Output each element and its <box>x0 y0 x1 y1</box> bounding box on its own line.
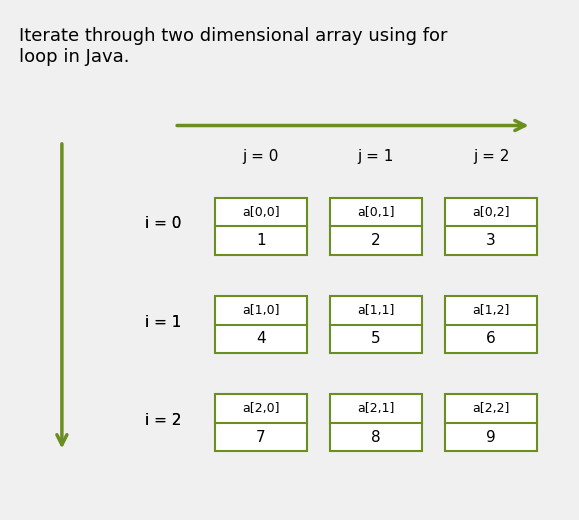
Text: 9: 9 <box>486 430 496 445</box>
FancyBboxPatch shape <box>330 198 422 255</box>
Text: a[0,1]: a[0,1] <box>357 205 395 218</box>
Text: i = 1: i = 1 <box>145 315 181 330</box>
Text: 5: 5 <box>371 331 381 346</box>
Text: a[1,0]: a[1,0] <box>242 304 280 317</box>
Text: 7: 7 <box>256 430 266 445</box>
FancyBboxPatch shape <box>445 198 537 255</box>
FancyBboxPatch shape <box>215 395 307 451</box>
FancyBboxPatch shape <box>215 198 307 255</box>
FancyBboxPatch shape <box>445 395 537 451</box>
Text: 4: 4 <box>256 331 266 346</box>
Text: j = 1: j = 1 <box>358 149 394 164</box>
Text: a[1,2]: a[1,2] <box>472 304 510 317</box>
Text: a[0,2]: a[0,2] <box>472 205 510 218</box>
Text: Iterate through two dimensional array using for
loop in Java.: Iterate through two dimensional array us… <box>19 27 447 66</box>
Text: j = 2: j = 2 <box>473 149 510 164</box>
Text: i = 2: i = 2 <box>145 413 181 428</box>
Text: i = 0: i = 0 <box>145 216 181 231</box>
FancyBboxPatch shape <box>330 296 422 353</box>
Text: a[2,2]: a[2,2] <box>472 402 510 415</box>
Text: j = 0: j = 0 <box>243 149 279 164</box>
Text: 1: 1 <box>256 233 266 248</box>
Text: a[0,0]: a[0,0] <box>242 205 280 218</box>
FancyBboxPatch shape <box>215 296 307 353</box>
Text: 6: 6 <box>486 331 496 346</box>
Text: i = 0: i = 0 <box>145 216 181 231</box>
Text: 2: 2 <box>371 233 381 248</box>
Text: 8: 8 <box>371 430 381 445</box>
Text: a[1,1]: a[1,1] <box>357 304 395 317</box>
Text: a[2,1]: a[2,1] <box>357 402 395 415</box>
Text: i = 2: i = 2 <box>145 413 181 428</box>
Text: 3: 3 <box>486 233 496 248</box>
Text: a[2,0]: a[2,0] <box>242 402 280 415</box>
FancyBboxPatch shape <box>330 395 422 451</box>
FancyBboxPatch shape <box>445 296 537 353</box>
Text: i = 1: i = 1 <box>145 315 181 330</box>
